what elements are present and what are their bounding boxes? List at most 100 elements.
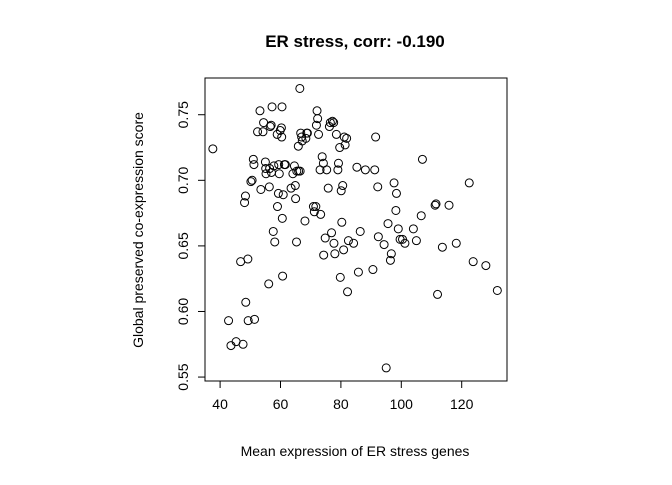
data-point: [327, 116, 337, 126]
data-point: [400, 238, 410, 248]
data-point: [327, 228, 337, 238]
chart-title: ER stress, corr: -0.190: [265, 32, 445, 51]
y-axis: 0.55 0.60 0.65 0.70 0.75: [175, 101, 206, 391]
data-point: [338, 181, 348, 191]
x-tick-label: 60: [273, 396, 289, 412]
data-point: [238, 339, 248, 349]
data-point: [355, 226, 365, 236]
data-point: [224, 316, 234, 326]
data-point: [247, 175, 257, 185]
data-point: [317, 152, 327, 162]
data-point: [385, 255, 395, 265]
data-point: [253, 127, 263, 137]
data-point: [260, 157, 270, 167]
data-point: [240, 198, 250, 208]
data-point: [370, 165, 380, 175]
data-point: [269, 161, 279, 171]
x-axis: 40 60 80 100 120: [212, 380, 474, 412]
data-point: [393, 224, 403, 234]
data-point: [246, 177, 256, 187]
data-point: [352, 162, 362, 172]
data-point: [444, 200, 454, 210]
data-point: [481, 261, 491, 271]
data-point: [323, 183, 333, 193]
data-point: [431, 199, 441, 209]
data-point: [266, 120, 276, 130]
x-tick-label: 120: [450, 396, 474, 412]
data-point: [322, 165, 332, 175]
data-point: [335, 272, 345, 282]
data-point: [290, 181, 300, 191]
data-point: [389, 178, 399, 188]
data-point: [293, 141, 303, 151]
data-point: [255, 106, 265, 116]
x-tick-label: 80: [333, 396, 349, 412]
data-point: [464, 178, 474, 188]
data-point: [417, 154, 427, 164]
data-point: [437, 242, 447, 252]
data-point: [337, 217, 347, 227]
data-point: [325, 118, 335, 128]
data-point: [273, 188, 283, 198]
data-point: [391, 188, 401, 198]
x-tick-label: 100: [390, 396, 414, 412]
data-point: [468, 257, 478, 267]
data-point: [353, 267, 363, 277]
data-point: [268, 226, 278, 236]
data-point: [272, 202, 282, 212]
data-point: [492, 285, 502, 295]
data-point: [314, 129, 324, 139]
data-point: [249, 160, 259, 170]
data-point: [430, 200, 440, 210]
data-point: [340, 140, 350, 150]
data-point: [391, 205, 401, 215]
data-point: [241, 297, 251, 307]
data-point: [270, 237, 280, 247]
data-point: [278, 190, 288, 200]
y-tick-label: 0.65: [175, 232, 191, 259]
data-point: [264, 182, 274, 192]
data-point: [343, 287, 353, 297]
data-point: [276, 123, 286, 133]
data-point: [265, 122, 275, 132]
data-point: [295, 166, 305, 176]
data-point: [371, 132, 381, 142]
data-point: [329, 238, 339, 248]
y-tick-label: 0.70: [175, 166, 191, 193]
data-point: [313, 114, 323, 124]
y-tick-label: 0.75: [175, 101, 191, 128]
data-point: [311, 202, 321, 212]
data-point: [336, 186, 346, 196]
data-point: [319, 250, 329, 260]
data-point: [349, 238, 359, 248]
data-point: [333, 165, 343, 175]
data-point: [433, 289, 443, 299]
data-point: [330, 249, 340, 259]
data-point: [274, 169, 284, 179]
data-point: [277, 102, 287, 112]
data-point: [316, 209, 326, 219]
data-point: [339, 245, 349, 255]
data-point: [267, 102, 277, 112]
data-point: [373, 182, 383, 192]
y-tick-label: 0.55: [175, 363, 191, 390]
data-point: [308, 202, 318, 212]
data-point: [248, 154, 258, 164]
data-point: [278, 271, 288, 281]
data-point: [381, 363, 391, 373]
data-point: [368, 265, 378, 275]
data-point: [256, 184, 266, 194]
data-point: [226, 341, 236, 351]
data-point: [311, 120, 321, 130]
data-point: [335, 143, 345, 153]
data-points: [208, 83, 502, 373]
data-point: [342, 133, 352, 143]
data-point: [360, 165, 370, 175]
data-point: [343, 236, 353, 246]
data-point: [416, 211, 426, 221]
data-point: [312, 106, 322, 116]
data-point: [451, 238, 461, 248]
data-point: [320, 233, 330, 243]
